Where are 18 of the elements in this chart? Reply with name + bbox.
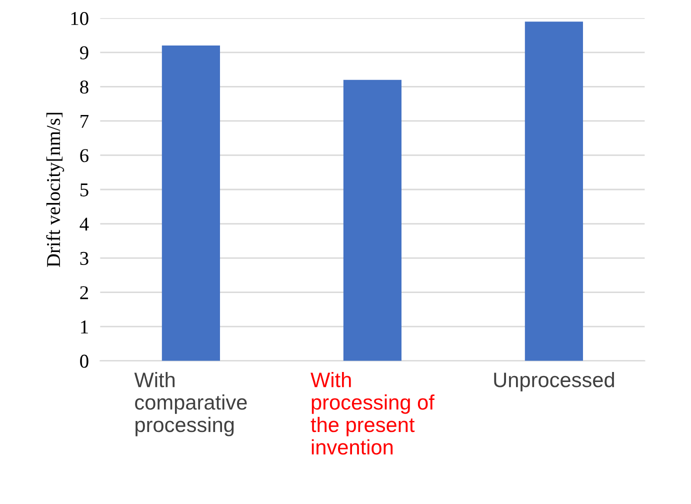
y-axis-title: Drift velocity[nm/s] <box>46 112 64 267</box>
y-tick-label: 1 <box>81 320 88 334</box>
bar <box>343 80 402 361</box>
bar <box>524 22 583 361</box>
y-tick-label: 4 <box>80 218 89 231</box>
x-tick-label: With processing of the present invention <box>310 372 434 455</box>
x-tick-label: Unprocessed <box>494 372 614 392</box>
y-tick-label: 0 <box>80 354 88 368</box>
y-tick-label: 10 <box>71 12 88 26</box>
bar <box>162 46 220 361</box>
y-tick-label: 3 <box>80 252 88 265</box>
x-tick-label: With comparative processing <box>134 372 247 436</box>
y-tick-label: 6 <box>80 149 89 162</box>
y-tick-label: 5 <box>80 184 88 196</box>
y-tick-label: 8 <box>80 80 88 94</box>
y-tick-label: 2 <box>80 286 88 300</box>
y-tick-label: 9 <box>80 46 88 60</box>
y-tick-label: 7 <box>80 114 89 128</box>
